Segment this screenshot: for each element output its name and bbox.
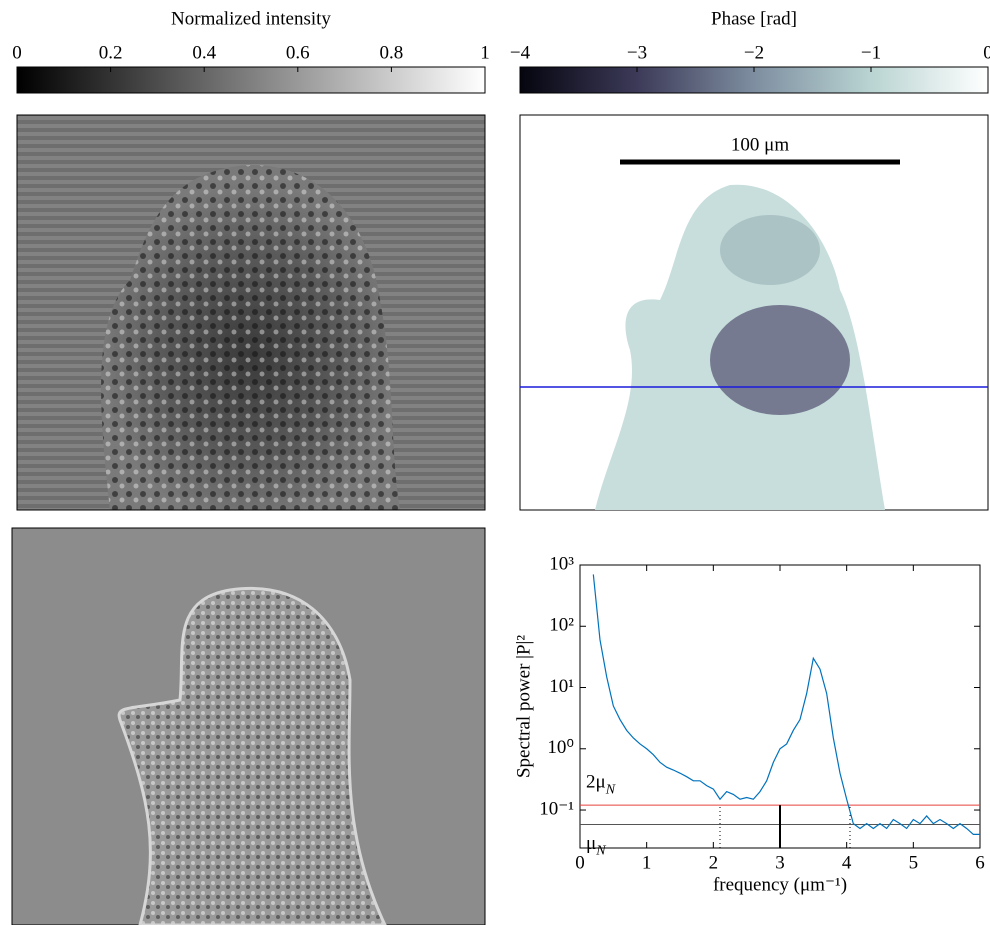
tick-label: 0 (983, 42, 990, 63)
tick-label: 0.4 (192, 42, 216, 63)
x-axis-label: frequency (μm⁻¹) (713, 874, 847, 895)
y-tick-label: 10⁰ (547, 737, 574, 758)
x-tick-label: 2 (709, 852, 719, 873)
y-tick-label: 10³ (549, 553, 574, 574)
tick-label: 0.8 (380, 42, 404, 63)
intensity-image (16, 114, 486, 511)
phase-image: 100 μm (519, 114, 989, 511)
x-tick-label: 6 (975, 852, 985, 873)
x-tick-label: 5 (909, 852, 919, 873)
gradient-image (11, 527, 486, 925)
colorbar (16, 66, 486, 94)
y-tick-label: 10² (549, 615, 574, 636)
tick-label: −4 (510, 42, 531, 63)
tick-label: 1 (480, 42, 490, 63)
tick-label: −3 (627, 42, 647, 63)
x-tick-label: 3 (775, 852, 785, 873)
reference-label: 2μ (586, 772, 606, 793)
colorbar-title: Normalized intensity (171, 8, 331, 29)
reference-label: μ (586, 833, 596, 854)
charts: Normalized intensity 0 0.2 0.4 0.6 0.8 1 Phase … (12, 8, 990, 895)
tick-label: −2 (744, 42, 764, 63)
y-tick-label: 10⁻¹ (539, 798, 574, 819)
reference-subscript: N (605, 782, 616, 797)
colorbar-title: Phase [rad] (711, 8, 797, 29)
tick-label: 0 (12, 42, 22, 63)
reference-subscript: N (595, 844, 606, 859)
scale-bar-label: 100 μm (731, 134, 789, 155)
tick-label: −1 (861, 42, 881, 63)
x-tick-label: 0 (575, 852, 585, 873)
plot-frame (579, 564, 981, 849)
tick-label: 0.6 (286, 42, 310, 63)
x-tick-label: 4 (842, 852, 852, 873)
y-tick-label: 10¹ (549, 676, 574, 697)
data-line (592, 574, 980, 836)
y-axis-label: Spectral power |P|² (513, 635, 534, 778)
tick-label: 0.2 (99, 42, 123, 63)
x-tick-label: 1 (642, 852, 652, 873)
